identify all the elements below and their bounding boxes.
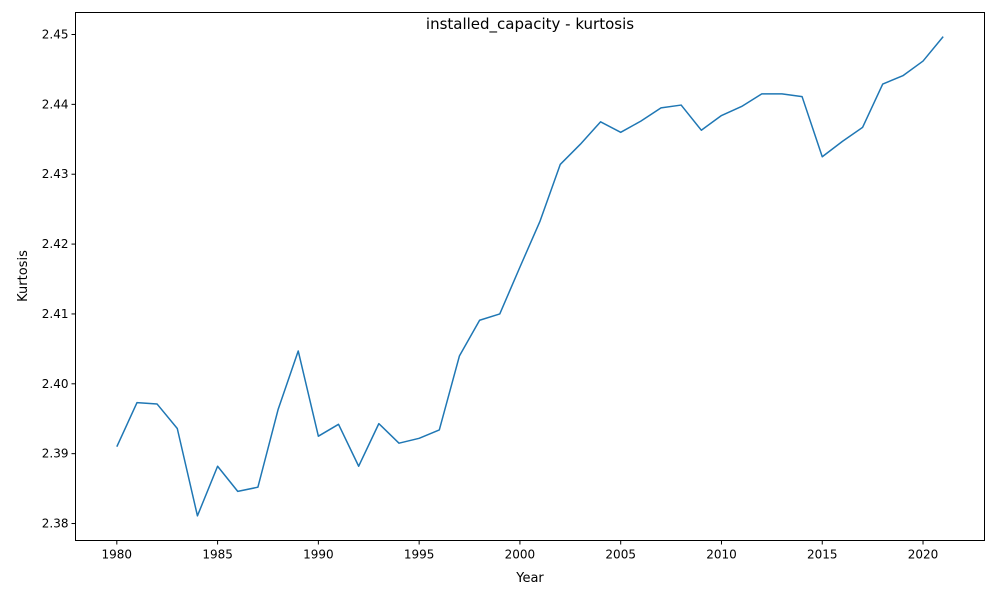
y-tick-label: 2.40: [42, 377, 69, 391]
x-tick-label: 1980: [102, 548, 133, 562]
y-tick-label: 2.41: [42, 307, 69, 321]
y-axis-ticks: 2.38 2.39 2.40 2.41 2.42 2.43 2.44 2.45: [42, 28, 76, 531]
x-axis-ticks: 1980 1985 1990 1995 2000 2005 2010 2015 2020: [102, 540, 939, 562]
plot-area: [75, 12, 985, 541]
chart-title: installed_capacity - kurtosis: [426, 15, 634, 34]
x-tick-label: 1995: [404, 548, 435, 562]
plot-frame: [75, 12, 985, 541]
y-tick-label: 2.38: [42, 517, 69, 531]
x-axis-label: Year: [515, 571, 544, 586]
x-tick-label: 2010: [706, 548, 737, 562]
y-tick-label: 2.39: [42, 447, 69, 461]
x-tick-label: 1985: [202, 548, 233, 562]
y-axis-label: Kurtosis: [16, 250, 31, 302]
x-tick-label: 2015: [807, 548, 838, 562]
x-tick-label: 2000: [505, 548, 536, 562]
y-tick-label: 2.43: [42, 167, 69, 181]
x-tick-label: 2005: [605, 548, 636, 562]
y-tick-label: 2.42: [42, 237, 69, 251]
series-line: [116, 36, 944, 517]
y-tick-label: 2.45: [42, 28, 69, 42]
y-tick-label: 2.44: [42, 97, 69, 111]
x-tick-label: 2020: [908, 548, 939, 562]
x-tick-label: 1990: [303, 548, 334, 562]
